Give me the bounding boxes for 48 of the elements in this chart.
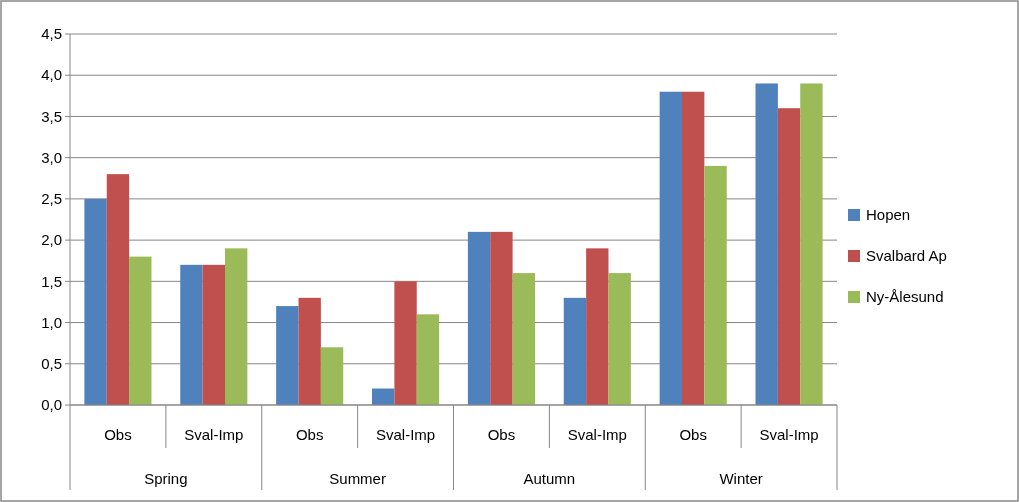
bar: [563, 297, 587, 405]
bar: [608, 273, 631, 405]
x-tick-label: Sval-Imp: [184, 426, 244, 443]
bar: [416, 314, 440, 405]
y-tick-label: 4,0: [41, 66, 62, 84]
x-tick-label: Obs: [295, 426, 324, 443]
bar: [755, 83, 778, 405]
bar: [800, 83, 823, 405]
bar: [320, 347, 344, 405]
y-tick-label: 1,5: [41, 272, 62, 290]
bar: [298, 297, 321, 405]
bar: [704, 165, 727, 405]
x-tick-label: Obs: [487, 426, 516, 443]
bar: [106, 174, 130, 405]
bar: [659, 91, 682, 405]
x-tick-label: Sval-Imp: [375, 426, 436, 443]
bar: [180, 264, 203, 405]
bar: [129, 256, 152, 405]
bar: [394, 281, 417, 405]
legend-label: Hopen: [866, 206, 911, 224]
y-tick-label: 0,0: [41, 396, 62, 414]
y-tick-label: 4,5: [41, 25, 62, 43]
bar: [682, 91, 705, 405]
legend-label: Ny-Ålesund: [866, 288, 944, 306]
bar: [490, 231, 513, 405]
x-tick-label: Obs: [679, 426, 707, 443]
legend-label: Svalbard Ap: [866, 247, 947, 265]
y-tick-label: 0,5: [41, 355, 62, 373]
bar: [777, 108, 801, 405]
x-tick-label: Sval-Imp: [567, 426, 627, 443]
x-tick-label: Obs: [104, 426, 132, 443]
bar: [467, 231, 491, 405]
bar: [586, 248, 609, 405]
text: Summer: [329, 470, 386, 487]
x-tick-label: Sval-Imp: [759, 426, 819, 443]
y-tick-label: 2,5: [41, 190, 62, 208]
bar: [84, 198, 107, 405]
bar: [202, 264, 225, 405]
y-tick-label: 3,0: [41, 148, 62, 166]
bar: [512, 273, 535, 405]
y-tick-label: 1,0: [41, 313, 62, 331]
text: Winter: [719, 470, 763, 487]
y-tick-label: 3,5: [41, 107, 62, 125]
text: Spring: [144, 470, 188, 487]
bar: [225, 248, 248, 405]
bar: [276, 306, 299, 405]
y-tick-label: 2,0: [41, 231, 62, 249]
text: Autumn: [523, 470, 576, 487]
